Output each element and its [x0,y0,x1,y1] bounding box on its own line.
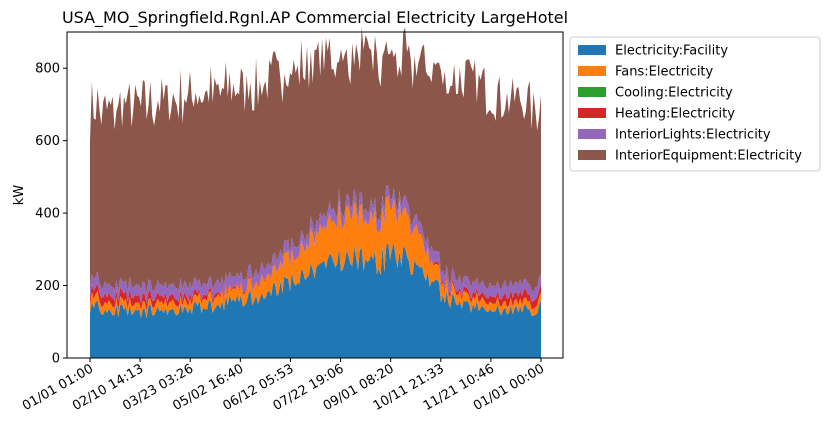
legend-entry-label: Electricity:Facility [615,44,728,59]
legend-swatch [578,150,606,160]
area-interiorequipment-electricity [90,26,541,294]
legend-swatch [578,66,606,76]
stacked-area-series [90,26,541,358]
area-fans-electricity [90,196,541,319]
y-axis-label: kW [12,185,27,206]
legend: Electricity:Facility Fans:Electricity Cool… [569,36,821,172]
legend-entry-label: InteriorLights:Electricity [615,128,771,143]
y-axis-ticks: 0 200 400 600 800 [35,62,67,367]
legend-swatch [578,108,606,118]
legend-swatch [578,129,606,139]
area-interiorlights-electricity [90,184,541,304]
area-electricity-facility [90,242,541,358]
legend-swatch [578,87,606,97]
legend-swatch [578,45,606,55]
y-tick-label: 600 [35,134,60,149]
y-tick-label: 400 [35,207,60,222]
legend-entry-label: InteriorEquipment:Electricity [615,149,802,164]
plot-frame [66,31,564,359]
area-heating-electricity [90,195,541,311]
legend-entry-label: Cooling:Electricity [615,86,733,101]
legend-entry-label: Heating:Electricity [615,107,735,122]
legend-box [569,36,821,172]
y-tick-label: 800 [35,62,60,77]
legend-entry-label: Fans:Electricity [615,65,714,80]
y-tick-label: 200 [35,279,60,294]
y-tick-label: 0 [52,352,60,367]
chart-title: USA_MO_Springfield.Rgnl.AP Commercial El… [62,8,568,28]
